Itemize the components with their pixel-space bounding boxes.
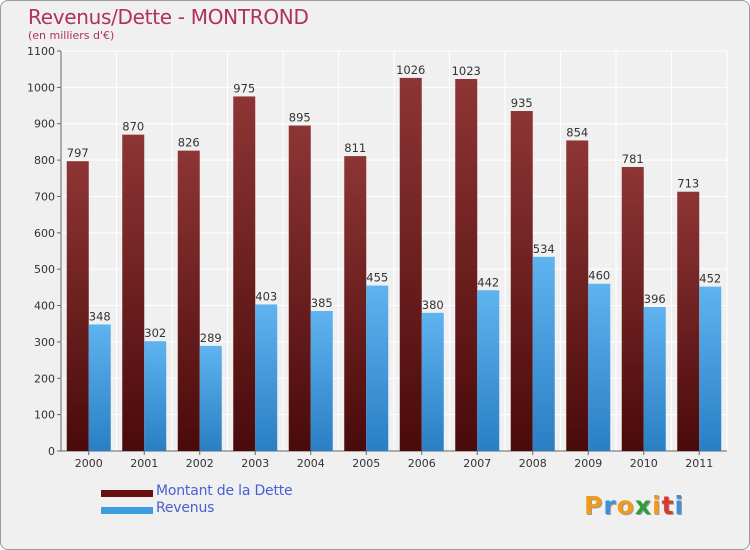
proxiti-logo: Proxiti: [584, 491, 684, 520]
y-tick-label: 1000: [27, 81, 55, 94]
legend-label-dette: Montant de la Dette: [156, 483, 293, 499]
logo-letter: r: [603, 491, 617, 520]
x-tick-label: 2006: [408, 457, 436, 470]
data-label-dette: 935: [511, 96, 533, 110]
data-label-revenus: 380: [422, 298, 444, 312]
data-label-revenus: 455: [366, 271, 388, 285]
logo-letter: i: [674, 491, 685, 520]
data-label-dette: 781: [622, 152, 644, 166]
data-label-dette: 1023: [452, 64, 481, 78]
y-tick-label: 0: [48, 445, 55, 458]
x-tick-label: 2008: [519, 457, 547, 470]
y-tick-label: 200: [34, 372, 55, 385]
y-tick-label: 400: [34, 300, 55, 313]
y-tick-label: 800: [34, 154, 55, 167]
data-label-dette: 1026: [396, 63, 425, 77]
bar-dette: [233, 96, 256, 452]
bar-dette: [399, 77, 422, 451]
legend-swatch-revenus: [101, 507, 153, 514]
chart-title: Revenus/Dette - MONTROND: [28, 5, 309, 29]
y-tick-label: 900: [34, 118, 55, 131]
bar-dette: [122, 134, 145, 452]
bar-revenus: [255, 304, 278, 451]
data-label-revenus: 442: [477, 275, 499, 289]
x-tick-label: 2002: [186, 457, 214, 470]
data-label-revenus: 396: [644, 292, 666, 306]
bar-dette: [677, 191, 700, 451]
data-label-dette: 713: [677, 177, 699, 191]
logo-letter: x: [634, 491, 652, 520]
bar-revenus: [477, 290, 500, 451]
x-tick-label: 2003: [241, 457, 269, 470]
bar-dette: [566, 140, 589, 452]
data-label-dette: 826: [178, 136, 200, 150]
bar-dette: [621, 167, 644, 451]
data-label-revenus: 348: [89, 309, 111, 323]
data-label-revenus: 452: [699, 272, 721, 286]
bar-revenus: [199, 345, 222, 451]
bar-dette: [177, 150, 200, 452]
x-tick-label: 2011: [685, 457, 713, 470]
y-tick-label: 100: [34, 409, 55, 422]
x-tick-label: 2000: [75, 457, 103, 470]
y-tick-label: 600: [34, 227, 55, 240]
x-tick-label: 2009: [574, 457, 602, 470]
bar-revenus: [310, 311, 333, 451]
data-label-dette: 895: [289, 111, 311, 125]
x-tick-label: 2005: [352, 457, 380, 470]
x-tick-label: 2007: [463, 457, 491, 470]
data-label-dette: 797: [67, 146, 89, 160]
bar-revenus: [588, 283, 611, 451]
data-label-dette: 975: [233, 81, 255, 95]
bar-revenus: [699, 286, 722, 451]
logo-letter: t: [661, 491, 675, 520]
data-label-dette: 854: [566, 125, 588, 139]
bar-dette: [66, 161, 89, 451]
data-label-dette: 811: [344, 141, 366, 155]
chart-subtitle: (en milliers d'€): [28, 29, 115, 42]
y-tick-label: 500: [34, 263, 55, 276]
bar-revenus: [532, 256, 555, 451]
legend-swatch-dette: [101, 490, 153, 497]
bar-dette: [344, 156, 367, 451]
bar-revenus: [643, 307, 666, 451]
bar-dette: [455, 79, 478, 451]
logo-letter: o: [616, 491, 635, 520]
y-tick-label: 700: [34, 190, 55, 203]
bar-dette: [288, 125, 311, 451]
x-tick-label: 2001: [130, 457, 158, 470]
x-tick-label: 2010: [630, 457, 658, 470]
legend-label-revenus: Revenus: [156, 500, 215, 516]
data-label-revenus: 302: [144, 326, 166, 340]
data-label-revenus: 460: [588, 269, 610, 283]
logo-letter: i: [652, 491, 662, 520]
y-tick-label: 300: [34, 336, 55, 349]
bar-dette: [510, 111, 533, 451]
bar-revenus: [421, 312, 444, 451]
bar-revenus: [88, 324, 111, 451]
data-label-dette: 870: [122, 120, 144, 134]
data-label-revenus: 289: [200, 331, 222, 345]
data-label-revenus: 403: [255, 289, 277, 303]
x-tick-label: 2004: [297, 457, 325, 470]
y-tick-label: 1100: [27, 45, 55, 58]
bar-revenus: [366, 285, 389, 451]
data-label-revenus: 534: [533, 242, 555, 256]
bar-revenus: [144, 341, 167, 451]
logo-letter: P: [584, 491, 604, 520]
data-label-revenus: 385: [311, 296, 333, 310]
